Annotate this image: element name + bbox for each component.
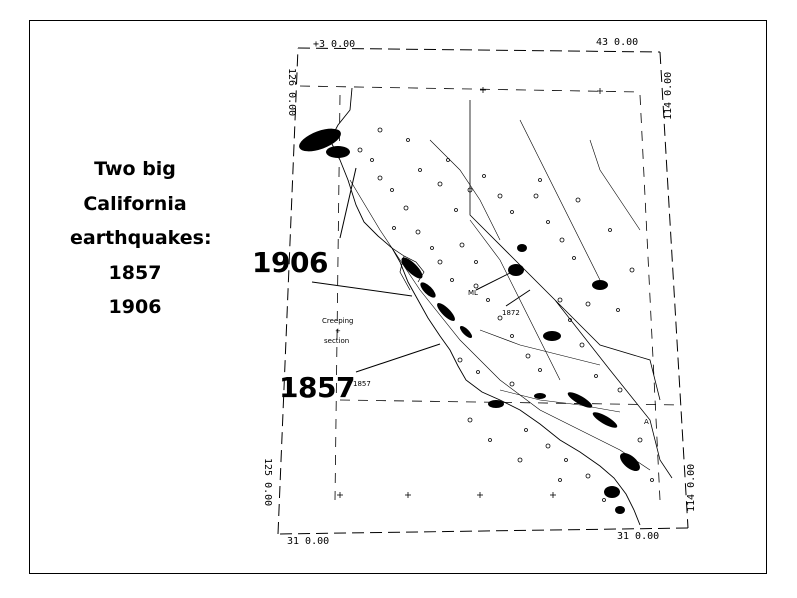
graticule xyxy=(299,85,681,501)
coord-top-right: 43 0.00 xyxy=(596,37,639,48)
creeping-plus: + xyxy=(335,327,341,335)
label-1872: 1872 xyxy=(502,309,520,317)
coastline xyxy=(329,87,641,526)
coord-bottom-right: 31 0.00 xyxy=(617,531,660,542)
caption-line-4: 1857 xyxy=(108,261,162,284)
ml-label: ML xyxy=(468,289,478,297)
label-1857-small: 1857 xyxy=(353,380,371,388)
caption-line-2: California xyxy=(83,192,187,215)
point-a-label: A xyxy=(644,418,649,426)
coord-right-top: 114 0.00 xyxy=(663,71,674,120)
coord-right-bottom: 114 0.00 xyxy=(686,463,697,512)
scattered-events xyxy=(357,127,654,502)
caption-block: Two big California earthquakes: 1857 190… xyxy=(70,152,212,325)
map-border xyxy=(277,47,689,535)
fault-lines xyxy=(349,119,651,471)
coord-left-top: 126 0.00 xyxy=(286,68,297,117)
coord-left-bottom: 125 0.00 xyxy=(262,458,273,507)
caption-line-5: 1906 xyxy=(108,296,162,318)
slide-frame xyxy=(29,20,767,574)
label-1906: 1906 xyxy=(252,246,328,279)
section-label: section xyxy=(324,337,350,345)
creeping-label: Creeping xyxy=(322,317,354,325)
coord-top-left: +3 0.00 xyxy=(313,39,356,50)
caption-line-3: earthquakes: xyxy=(70,227,212,249)
coord-bottom-left: 31 0.00 xyxy=(287,536,330,547)
label-1857: 1857 xyxy=(279,371,355,404)
caption-line-1: Two big xyxy=(94,158,176,180)
grid-crosses xyxy=(337,87,603,498)
state-border xyxy=(469,100,673,479)
leader-lines xyxy=(311,167,531,373)
